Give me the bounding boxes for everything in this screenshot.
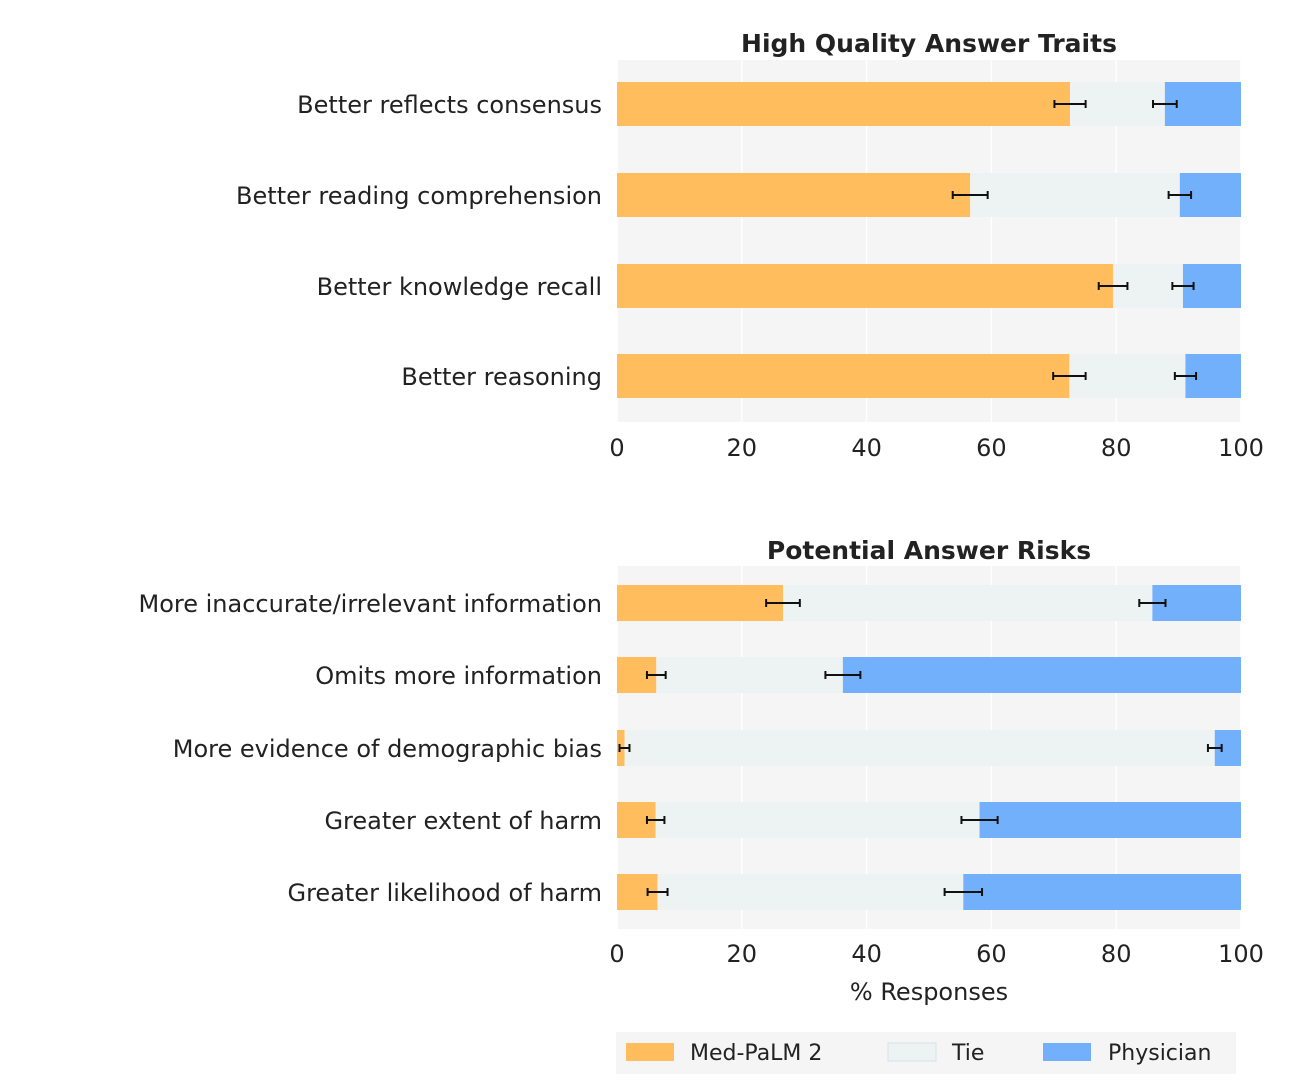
bar-med-palm-2-more-inaccurate-irrelevant-information (617, 585, 783, 621)
x-tick-label: 60 (976, 434, 1007, 462)
x-tick-label: 0 (609, 434, 624, 462)
x-tick-label: 40 (851, 434, 882, 462)
x-tick-label: 20 (727, 434, 758, 462)
bar-med-palm-2-better-reasoning (617, 354, 1070, 398)
category-label-greater-likelihood-of-harm: Greater likelihood of harm (287, 879, 602, 907)
error-bar-med-palm-2-better-reading-comprehension (951, 191, 989, 199)
error-bar-med-palm-2-greater-extent-of-harm (645, 816, 666, 824)
bar-tie-greater-likelihood-of-harm (657, 874, 964, 910)
chart-panel-potential-answer-risks: Potential Answer Risks More inaccurate/ir… (139, 536, 1264, 1006)
x-tick-label: 0 (609, 940, 624, 968)
category-label-better-reading-comprehension: Better reading comprehension (236, 182, 602, 210)
category-label-greater-extent-of-harm: Greater extent of harm (324, 807, 602, 835)
bar-med-palm-2-better-reading-comprehension (617, 173, 971, 217)
bar-med-palm-2-better-reflects-consensus (617, 82, 1071, 126)
category-label-better-reasoning: Better reasoning (401, 363, 602, 391)
error-bar-physician-more-evidence-of-demographic-bias (1206, 744, 1223, 752)
error-bar-physician-omits-more-information (824, 671, 862, 679)
bar-tie-more-inaccurate-irrelevant-information (782, 585, 1153, 621)
error-bar-physician-better-reflects-consensus (1152, 100, 1178, 108)
error-bar-med-palm-2-omits-more-information (645, 671, 667, 679)
error-bar-physician-better-reading-comprehension (1167, 191, 1193, 199)
x-tick-label: 20 (727, 940, 758, 968)
bar-tie-better-reading-comprehension (970, 173, 1180, 217)
bar-tie-omits-more-information (656, 657, 843, 693)
legend-swatch-med-palm-2 (626, 1043, 674, 1061)
legend-swatch-physician (1043, 1043, 1091, 1061)
error-bar-med-palm-2-more-inaccurate-irrelevant-information (765, 599, 801, 607)
error-bar-physician-more-inaccurate-irrelevant-information (1138, 599, 1167, 607)
bar-physician-greater-extent-of-harm (979, 802, 1241, 838)
chart-panel-high-quality-answer-traits: High Quality Answer Traits Better reflect… (236, 29, 1264, 462)
x-tick-label: 60 (976, 940, 1007, 968)
legend-label-med-palm-2: Med-PaLM 2 (690, 1041, 822, 1066)
error-bar-med-palm-2-more-evidence-of-demographic-bias (618, 744, 631, 752)
error-bar-med-palm-2-better-reasoning (1052, 372, 1087, 380)
category-label-omits-more-information: Omits more information (315, 662, 602, 690)
chart-title: Potential Answer Risks (767, 536, 1091, 565)
error-bar-physician-greater-likelihood-of-harm (943, 888, 984, 896)
error-bar-med-palm-2-greater-likelihood-of-harm (646, 888, 669, 896)
category-label-more-evidence-of-demographic-bias: More evidence of demographic bias (173, 735, 602, 763)
error-bar-med-palm-2-better-knowledge-recall (1097, 282, 1129, 290)
legend-swatch-tie (887, 1042, 937, 1062)
x-axis-label: % Responses (850, 978, 1008, 1006)
error-bar-physician-better-knowledge-recall (1171, 282, 1195, 290)
category-label-more-inaccurate-irrelevant-information: More inaccurate/irrelevant information (139, 590, 602, 618)
legend-label-tie: Tie (951, 1041, 984, 1066)
x-tick-label: 80 (1101, 940, 1132, 968)
error-bar-med-palm-2-better-reflects-consensus (1053, 100, 1087, 108)
bar-physician-greater-likelihood-of-harm (963, 874, 1241, 910)
bar-med-palm-2-better-knowledge-recall (617, 264, 1114, 308)
bar-physician-more-inaccurate-irrelevant-information (1152, 585, 1241, 621)
error-bar-physician-better-reasoning (1173, 372, 1198, 380)
chart-title: High Quality Answer Traits (741, 29, 1117, 58)
bar-tie-greater-extent-of-harm (655, 802, 980, 838)
x-tick-label: 100 (1218, 940, 1264, 968)
legend-label-physician: Physician (1108, 1041, 1211, 1066)
x-tick-label: 100 (1218, 434, 1264, 462)
x-tick-label: 80 (1101, 434, 1132, 462)
legend: Med-PaLM 2 Tie Physician (616, 1032, 1236, 1074)
category-label-better-knowledge-recall: Better knowledge recall (317, 273, 602, 301)
x-tick-label: 40 (851, 940, 882, 968)
bar-tie-better-reasoning (1069, 354, 1186, 398)
bar-tie-more-evidence-of-demographic-bias (624, 730, 1215, 766)
error-bar-physician-greater-extent-of-harm (960, 816, 999, 824)
bar-physician-omits-more-information (842, 657, 1241, 693)
category-label-better-reflects-consensus: Better reflects consensus (297, 91, 602, 119)
